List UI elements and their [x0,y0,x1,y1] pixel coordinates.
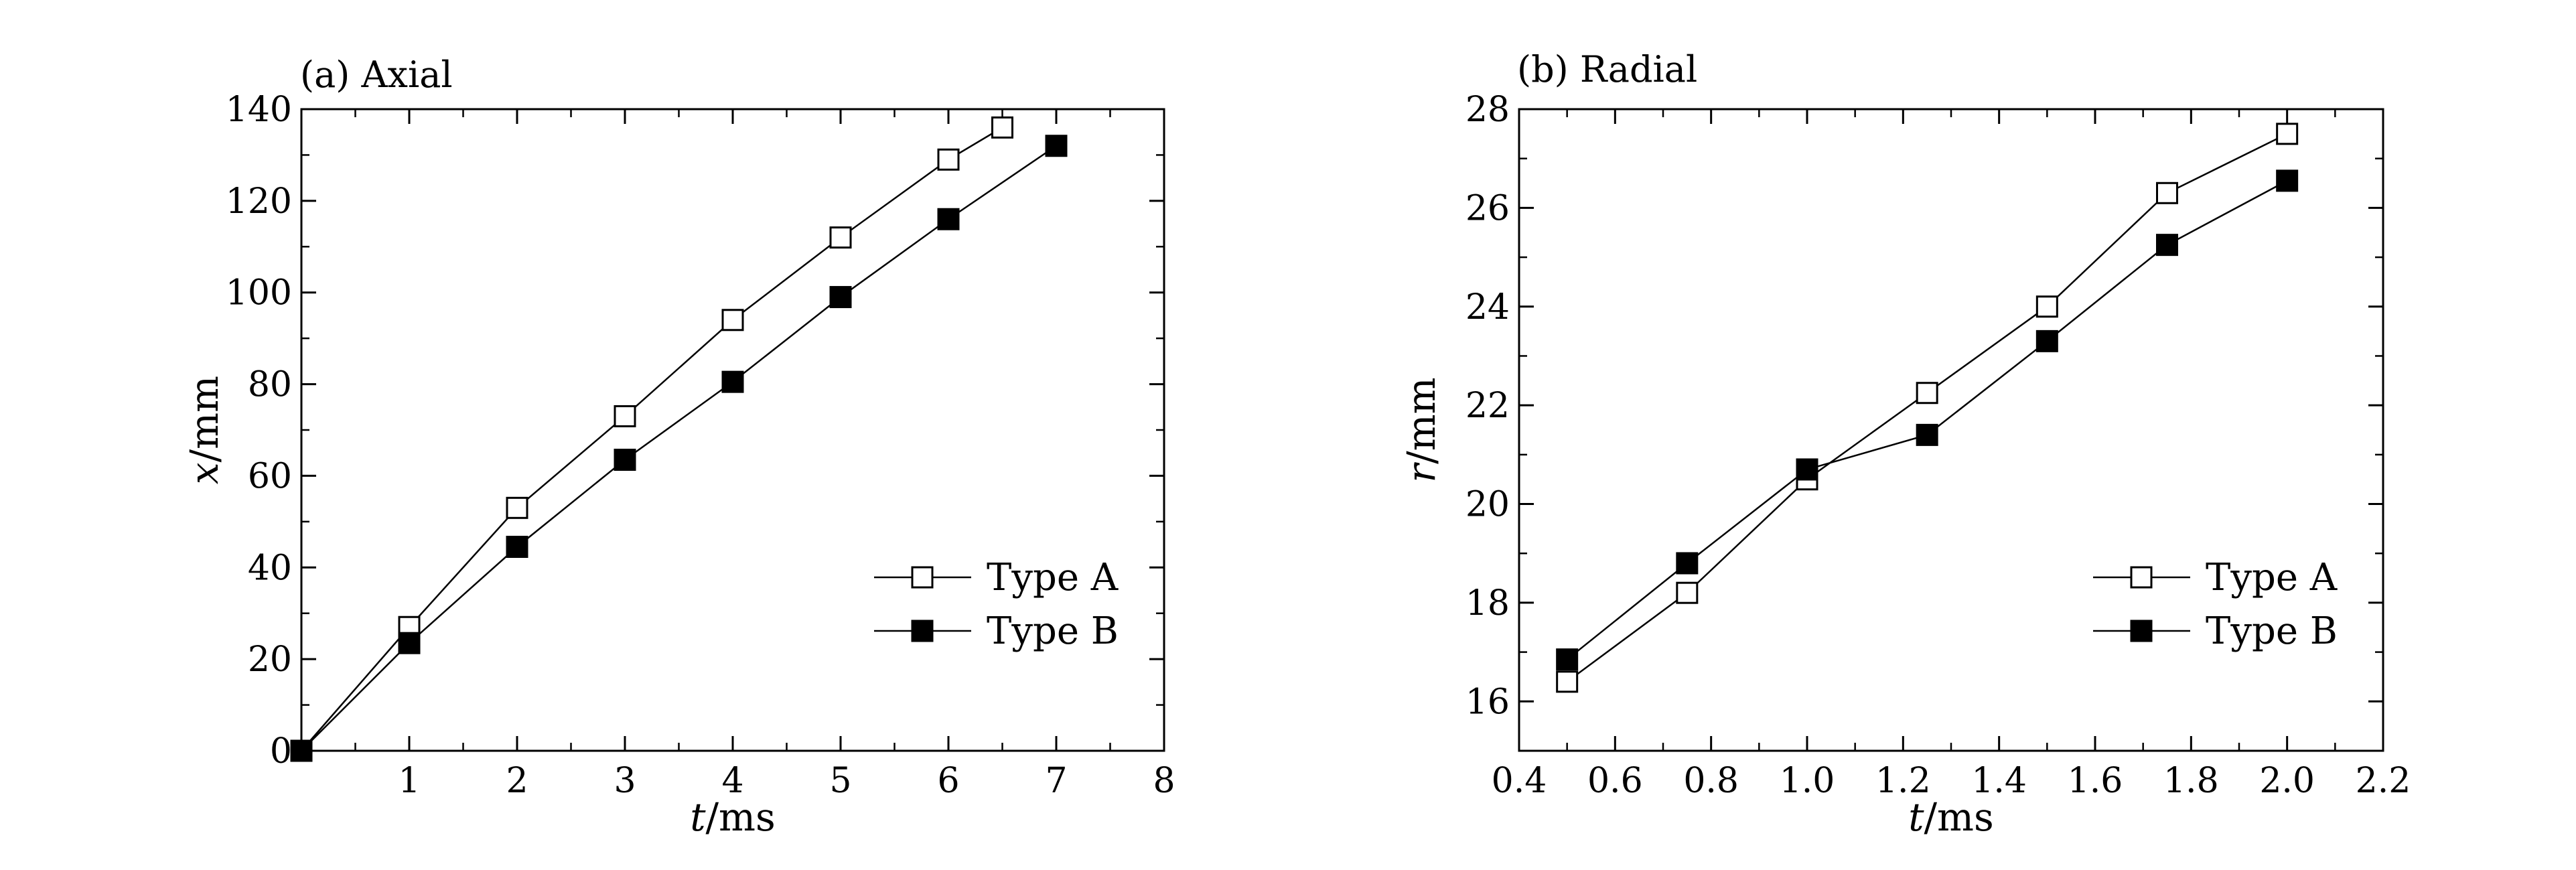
data-point-1 [1045,135,1068,157]
legend-label: Type B [987,609,1119,653]
x-tick-label: 4 [721,761,743,801]
x-tick-label: 1 [398,761,420,801]
x-tick-label: 8 [1153,761,1175,801]
plot-frame [300,108,1165,752]
y-axis-var: r [1399,462,1444,483]
y-axis-title: r/mm [1399,377,1444,482]
x-tick-label: 1.8 [2163,761,2219,801]
y-tick-label: 0 [270,731,292,772]
data-point-0 [2156,182,2178,204]
data-point-0 [1916,382,1938,405]
y-tick-label: 20 [248,640,292,680]
y-tick-label: 18 [1465,583,1510,624]
x-tick-label: 7 [1045,761,1067,801]
x-axis-var: t [690,794,706,840]
y-tick-label: 140 [226,90,292,130]
data-point-0 [1556,670,1579,693]
data-point-1 [1556,648,1579,671]
data-point-0 [2035,295,2058,318]
data-point-0 [614,405,636,427]
x-tick-label: 2.2 [2356,761,2411,801]
data-point-1 [1796,458,1818,481]
y-axis-var: x [182,462,227,484]
y-tick-label: 120 [226,182,292,222]
data-point-1 [2276,169,2299,192]
x-tick-label: 3 [614,761,636,801]
legend-marker-0 [2130,566,2153,589]
y-tick-label: 100 [226,273,292,313]
series-line-0 [1566,133,2288,682]
y-tick-label: 28 [1465,90,1510,130]
data-point-1 [829,286,852,309]
x-tick-label: 1.6 [2068,761,2123,801]
data-point-1 [1916,423,1938,446]
x-axis-var: t [1908,794,1924,840]
chart-title: (a) Axial [300,54,453,96]
data-point-1 [614,448,636,471]
legend-marker-1 [2130,620,2153,642]
y-tick-label: 22 [1465,386,1510,426]
data-point-0 [991,116,1013,139]
data-point-1 [2156,234,2178,257]
y-tick-label: 40 [248,548,292,588]
data-point-1 [506,535,528,558]
x-tick-label: 1.0 [1780,761,1835,801]
legend-label: Type A [987,556,1119,599]
x-tick-label: 6 [937,761,959,801]
data-point-0 [506,496,528,519]
series-line-0 [301,127,1003,751]
x-axis-unit: /ms [706,794,776,840]
x-axis-title: t/ms [1908,794,1994,840]
x-tick-label: 5 [829,761,851,801]
plot-frame [1518,108,2384,752]
legend-marker-1 [911,620,934,642]
y-axis-unit: /mm [182,376,227,463]
data-point-1 [398,632,421,654]
data-point-0 [829,226,852,249]
y-tick-label: 26 [1465,188,1510,228]
chart-radial: 0.4 0.6 0.8 1.0 1.2 1.4 1.6 1.8 2.0 2.2 16 18 20 22 24… [1399,48,2411,840]
data-point-0 [721,309,744,332]
series-line-1 [301,145,1057,751]
y-tick-label: 60 [248,456,292,496]
data-point-1 [1676,552,1699,575]
y-axis-unit: /mm [1399,377,1444,464]
y-tick-label: 24 [1465,287,1510,328]
y-axis-title: x/mm [182,376,227,484]
x-axis-unit: /ms [1924,794,1994,840]
legend-label: Type A [2206,556,2338,599]
y-tick-label: 80 [248,365,292,405]
x-tick-label: 0.8 [1683,761,1739,801]
x-tick-label: 1.2 [1875,761,1931,801]
series-line-1 [1566,179,2288,660]
data-point-1 [290,739,313,762]
data-point-1 [721,370,744,393]
data-point-0 [1676,581,1699,604]
x-tick-label: 1.4 [1971,761,2027,801]
y-tick-label: 16 [1465,682,1510,722]
x-tick-label: 0.4 [1492,761,1547,801]
x-tick-label: 2 [506,761,528,801]
legend-marker-0 [911,566,934,589]
x-tick-label: 0.6 [1587,761,1643,801]
data-point-1 [937,208,960,230]
chart-title: (b) Radial [1517,48,1697,90]
data-point-1 [2035,330,2058,352]
legend-label: Type B [2206,609,2338,653]
x-tick-label: 2.0 [2259,761,2315,801]
data-point-0 [2276,123,2299,145]
data-point-0 [937,148,960,171]
y-tick-label: 20 [1465,485,1510,525]
x-axis-title: t/ms [690,794,776,840]
